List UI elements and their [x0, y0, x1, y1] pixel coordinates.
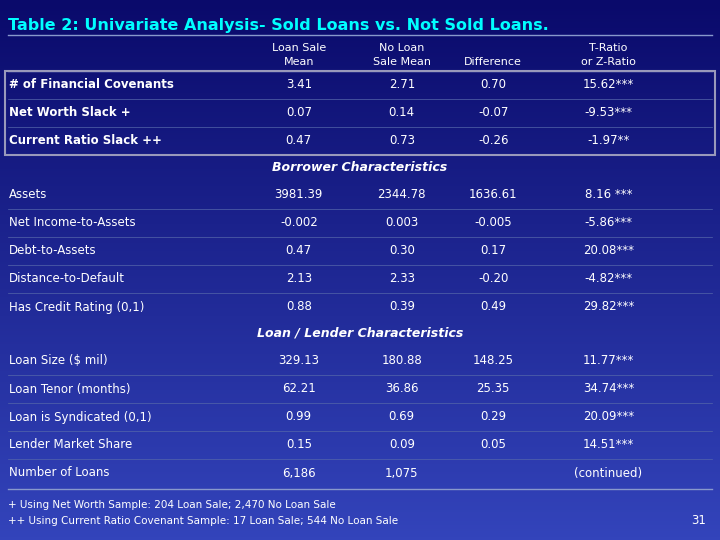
Text: Distance-to-Default: Distance-to-Default: [9, 273, 125, 286]
Text: 62.21: 62.21: [282, 382, 315, 395]
Text: Has Credit Rating (0,1): Has Credit Rating (0,1): [9, 300, 144, 314]
Text: 0.003: 0.003: [385, 217, 418, 230]
Text: or Z-Ratio: or Z-Ratio: [581, 57, 636, 67]
Text: 1636.61: 1636.61: [469, 188, 518, 201]
Text: 0.14: 0.14: [389, 106, 415, 119]
Text: 20.08***: 20.08***: [583, 245, 634, 258]
Text: 36.86: 36.86: [385, 382, 418, 395]
Text: -0.005: -0.005: [474, 217, 512, 230]
Text: -0.26: -0.26: [478, 134, 508, 147]
Bar: [5, 71, 715, 155]
Text: 0.07: 0.07: [286, 106, 312, 119]
Text: ++ Using Current Ratio Covenant Sample: 17 Loan Sale; 544 No Loan Sale: ++ Using Current Ratio Covenant Sample: …: [8, 516, 398, 526]
Text: 8.16 ***: 8.16 ***: [585, 188, 632, 201]
Text: -5.86***: -5.86***: [585, 217, 632, 230]
Text: Debt-to-Assets: Debt-to-Assets: [9, 245, 96, 258]
Text: 0.15: 0.15: [286, 438, 312, 451]
Text: Borrower Characteristics: Borrower Characteristics: [272, 161, 448, 174]
Text: 0.99: 0.99: [286, 410, 312, 423]
Text: 148.25: 148.25: [473, 354, 513, 368]
Text: 31: 31: [691, 515, 706, 528]
Text: 6,186: 6,186: [282, 467, 315, 480]
Text: 15.62***: 15.62***: [582, 78, 634, 91]
Text: 14.51***: 14.51***: [582, 438, 634, 451]
Text: 25.35: 25.35: [477, 382, 510, 395]
Text: No Loan: No Loan: [379, 43, 425, 53]
Text: 11.77***: 11.77***: [582, 354, 634, 368]
Text: 2.71: 2.71: [389, 78, 415, 91]
Text: 3981.39: 3981.39: [274, 188, 323, 201]
Text: Loan Tenor (months): Loan Tenor (months): [9, 382, 130, 395]
Text: Difference: Difference: [464, 57, 522, 67]
Text: -4.82***: -4.82***: [585, 273, 632, 286]
Text: 180.88: 180.88: [382, 354, 422, 368]
Text: Assets: Assets: [9, 188, 47, 201]
Text: 1,075: 1,075: [385, 467, 418, 480]
Text: 0.69: 0.69: [389, 410, 415, 423]
Text: 0.47: 0.47: [286, 134, 312, 147]
Text: Number of Loans: Number of Loans: [9, 467, 109, 480]
Text: Mean: Mean: [284, 57, 314, 67]
Text: -0.002: -0.002: [280, 217, 318, 230]
Text: (continued): (continued): [575, 467, 642, 480]
Text: Net Income-to-Assets: Net Income-to-Assets: [9, 217, 135, 230]
Text: Table 2: Univariate Analysis- Sold Loans vs. Not Sold Loans.: Table 2: Univariate Analysis- Sold Loans…: [8, 18, 549, 33]
Text: + Using Net Worth Sample: 204 Loan Sale; 2,470 No Loan Sale: + Using Net Worth Sample: 204 Loan Sale;…: [8, 500, 336, 510]
Text: 0.73: 0.73: [389, 134, 415, 147]
Text: Loan is Syndicated (0,1): Loan is Syndicated (0,1): [9, 410, 151, 423]
Text: -0.07: -0.07: [478, 106, 508, 119]
Text: 0.09: 0.09: [389, 438, 415, 451]
Text: 0.29: 0.29: [480, 410, 506, 423]
Text: -0.20: -0.20: [478, 273, 508, 286]
Text: 2.13: 2.13: [286, 273, 312, 286]
Text: 0.88: 0.88: [286, 300, 312, 314]
Text: Loan Size ($ mil): Loan Size ($ mil): [9, 354, 107, 368]
Text: 329.13: 329.13: [279, 354, 319, 368]
Text: 34.74***: 34.74***: [582, 382, 634, 395]
Text: -1.97**: -1.97**: [588, 134, 629, 147]
Text: 0.39: 0.39: [389, 300, 415, 314]
Text: 2.33: 2.33: [389, 273, 415, 286]
Text: 20.09***: 20.09***: [582, 410, 634, 423]
Text: Loan / Lender Characteristics: Loan / Lender Characteristics: [257, 327, 463, 340]
Text: Lender Market Share: Lender Market Share: [9, 438, 132, 451]
Text: T-Ratio: T-Ratio: [589, 43, 628, 53]
Text: Net Worth Slack +: Net Worth Slack +: [9, 106, 130, 119]
Text: 2344.78: 2344.78: [377, 188, 426, 201]
Text: 0.17: 0.17: [480, 245, 506, 258]
Text: 0.49: 0.49: [480, 300, 506, 314]
Text: 0.47: 0.47: [286, 245, 312, 258]
Text: 3.41: 3.41: [286, 78, 312, 91]
Text: 0.30: 0.30: [389, 245, 415, 258]
Text: Loan Sale: Loan Sale: [271, 43, 326, 53]
Text: -9.53***: -9.53***: [585, 106, 632, 119]
Text: Sale Mean: Sale Mean: [373, 57, 431, 67]
Text: 29.82***: 29.82***: [582, 300, 634, 314]
Text: Current Ratio Slack ++: Current Ratio Slack ++: [9, 134, 161, 147]
Text: 0.70: 0.70: [480, 78, 506, 91]
Text: 0.05: 0.05: [480, 438, 506, 451]
Text: # of Financial Covenants: # of Financial Covenants: [9, 78, 174, 91]
